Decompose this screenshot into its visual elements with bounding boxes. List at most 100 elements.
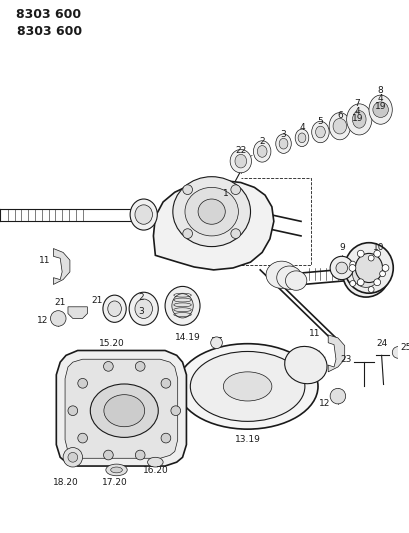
- Ellipse shape: [90, 384, 158, 438]
- Text: 19: 19: [374, 102, 385, 111]
- Circle shape: [349, 280, 355, 286]
- Ellipse shape: [311, 122, 328, 143]
- Circle shape: [171, 406, 180, 416]
- Circle shape: [135, 450, 145, 460]
- Circle shape: [367, 287, 373, 293]
- Ellipse shape: [355, 253, 382, 282]
- Circle shape: [103, 361, 113, 371]
- Ellipse shape: [184, 188, 238, 236]
- Ellipse shape: [108, 301, 121, 317]
- Text: 15.20: 15.20: [99, 338, 124, 348]
- Text: 18.20: 18.20: [53, 478, 79, 487]
- Text: 11: 11: [308, 328, 320, 337]
- Ellipse shape: [135, 205, 152, 224]
- Ellipse shape: [223, 372, 271, 401]
- Circle shape: [230, 229, 240, 238]
- Ellipse shape: [198, 199, 225, 224]
- Polygon shape: [153, 181, 273, 270]
- Ellipse shape: [229, 149, 251, 173]
- Circle shape: [348, 264, 355, 271]
- Circle shape: [335, 262, 347, 274]
- Text: 16.20: 16.20: [142, 466, 168, 475]
- Text: 19: 19: [351, 114, 362, 123]
- Text: 10: 10: [372, 244, 384, 253]
- Text: 1: 1: [223, 189, 229, 198]
- Ellipse shape: [173, 176, 250, 247]
- Ellipse shape: [135, 299, 152, 318]
- Text: 3: 3: [137, 307, 144, 316]
- Circle shape: [135, 361, 145, 371]
- Text: 7: 7: [354, 99, 360, 108]
- Circle shape: [367, 255, 373, 261]
- Ellipse shape: [234, 155, 246, 168]
- Text: 14.19: 14.19: [175, 333, 200, 342]
- Ellipse shape: [103, 295, 126, 322]
- Circle shape: [182, 229, 192, 238]
- Ellipse shape: [190, 351, 304, 422]
- Circle shape: [161, 433, 171, 443]
- Ellipse shape: [276, 266, 301, 289]
- Ellipse shape: [285, 271, 306, 290]
- Polygon shape: [68, 307, 87, 318]
- Text: 21: 21: [91, 296, 103, 305]
- Circle shape: [391, 346, 403, 358]
- Ellipse shape: [294, 129, 308, 147]
- Text: 2: 2: [138, 293, 144, 302]
- Text: 8: 8: [377, 86, 382, 95]
- Ellipse shape: [315, 126, 324, 138]
- Circle shape: [352, 260, 379, 287]
- Ellipse shape: [275, 134, 290, 154]
- Circle shape: [78, 433, 87, 443]
- Circle shape: [78, 378, 87, 388]
- Ellipse shape: [130, 199, 157, 230]
- Ellipse shape: [165, 286, 200, 325]
- Circle shape: [182, 185, 192, 195]
- Polygon shape: [53, 248, 70, 285]
- Circle shape: [210, 337, 222, 349]
- Ellipse shape: [147, 457, 163, 467]
- Text: 2: 2: [259, 136, 264, 146]
- Text: 4: 4: [377, 94, 382, 103]
- Text: 17.20: 17.20: [101, 478, 127, 487]
- Circle shape: [379, 271, 384, 277]
- Text: 3: 3: [280, 130, 286, 139]
- Circle shape: [230, 185, 240, 195]
- Text: 12: 12: [318, 399, 329, 408]
- Ellipse shape: [177, 344, 317, 429]
- Polygon shape: [56, 351, 186, 466]
- Ellipse shape: [265, 261, 297, 288]
- Circle shape: [342, 251, 389, 297]
- Text: 12: 12: [37, 316, 48, 325]
- Text: 24: 24: [375, 338, 386, 348]
- Ellipse shape: [332, 118, 346, 134]
- Ellipse shape: [368, 95, 391, 124]
- Circle shape: [372, 102, 387, 117]
- Circle shape: [381, 264, 388, 271]
- Text: 4: 4: [299, 123, 304, 132]
- Circle shape: [349, 261, 355, 267]
- Text: 6: 6: [336, 111, 342, 120]
- Circle shape: [329, 256, 353, 280]
- Ellipse shape: [171, 294, 193, 318]
- Ellipse shape: [110, 467, 122, 473]
- Circle shape: [357, 279, 363, 286]
- Ellipse shape: [284, 346, 326, 384]
- Text: 9: 9: [338, 244, 344, 253]
- Ellipse shape: [297, 133, 305, 143]
- Text: 11: 11: [39, 256, 50, 265]
- Ellipse shape: [344, 243, 392, 293]
- Text: 5: 5: [317, 117, 323, 126]
- Ellipse shape: [328, 112, 350, 140]
- Ellipse shape: [106, 464, 127, 476]
- Circle shape: [329, 389, 345, 404]
- Text: 8303 600: 8303 600: [16, 8, 81, 21]
- Ellipse shape: [346, 104, 371, 135]
- Circle shape: [161, 378, 171, 388]
- Circle shape: [68, 453, 77, 462]
- Circle shape: [357, 251, 363, 257]
- Text: 25: 25: [399, 343, 409, 352]
- Text: 21: 21: [54, 298, 66, 308]
- Circle shape: [103, 450, 113, 460]
- Circle shape: [63, 448, 82, 467]
- Text: 22: 22: [235, 147, 246, 155]
